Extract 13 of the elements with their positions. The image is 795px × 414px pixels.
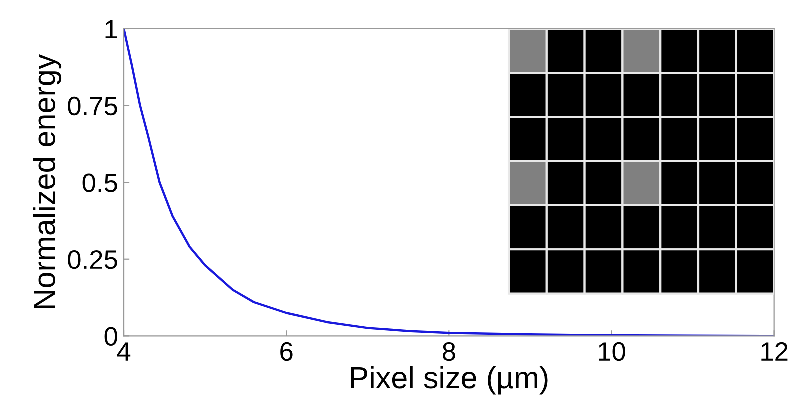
y-tick-label: 0.75 [68,96,118,116]
x-tick-label: 10 [599,342,626,362]
y-tick-label: 0 [104,327,118,346]
y-axis-title: Normalized energy [33,54,62,308]
y-tick-label: 0.5 [82,174,118,192]
line-series [124,28,774,336]
x-axis-title: Pixel size (µm) [351,366,548,395]
y-tick-label: 1 [106,20,118,39]
y-tick-label: 0.25 [68,250,118,270]
x-tick-label: 4 [117,342,131,361]
x-tick-label: 8 [442,342,456,362]
x-tick-label: 12 [762,342,788,361]
x-tick-label: 6 [280,342,293,362]
